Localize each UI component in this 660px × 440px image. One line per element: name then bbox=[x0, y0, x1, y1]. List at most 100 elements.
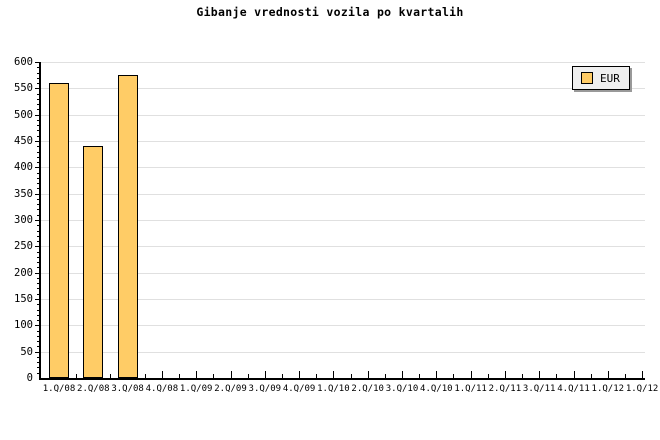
y-axis-tick bbox=[35, 167, 40, 169]
y-axis-tick bbox=[37, 135, 40, 137]
y-axis-tick-label: 350 bbox=[14, 187, 33, 200]
y-axis-tick bbox=[35, 141, 40, 142]
x-axis-tick-label: 4.Q/10 bbox=[420, 384, 453, 394]
x-axis-tick bbox=[470, 371, 472, 378]
y-axis-tick-label: 300 bbox=[14, 214, 33, 226]
legend-swatch-icon bbox=[581, 72, 593, 84]
y-axis-tick bbox=[37, 225, 40, 227]
y-axis-tick-label: 400 bbox=[14, 161, 33, 174]
y-axis-tick-label: 0 bbox=[26, 372, 33, 384]
y-axis-tick-label: 50 bbox=[20, 345, 33, 358]
x-axis-tick bbox=[556, 374, 558, 378]
x-axis-tick-label: 1.Q/09 bbox=[179, 384, 213, 394]
x-axis-tick-label: 1.Q/10 bbox=[317, 384, 350, 394]
y-axis-tick bbox=[37, 119, 40, 121]
y-axis-tick bbox=[35, 246, 40, 248]
y-axis-tick bbox=[37, 256, 40, 258]
y-axis-tick bbox=[37, 130, 40, 132]
x-axis-tick bbox=[487, 374, 489, 378]
x-axis-tick-label: 4.Q/08 bbox=[145, 384, 179, 394]
y-axis-tick bbox=[37, 314, 40, 316]
y-axis-tick bbox=[37, 146, 40, 148]
x-axis-tick bbox=[384, 374, 386, 378]
y-axis-tick bbox=[37, 77, 40, 79]
y-axis-tick bbox=[37, 293, 40, 295]
y-axis-tick bbox=[37, 183, 40, 185]
x-axis-tick-label: 3.Q/10 bbox=[385, 384, 419, 394]
y-axis-tick bbox=[37, 241, 40, 243]
gridline bbox=[41, 272, 645, 274]
x-axis-tick bbox=[247, 374, 249, 378]
x-axis-tick-label: 4.Q/11 bbox=[557, 384, 590, 394]
x-axis-tick bbox=[110, 374, 112, 378]
y-axis-tick bbox=[37, 214, 40, 216]
chart-title: Gibanje vrednosti vozila po kvartalih bbox=[196, 5, 464, 19]
bar bbox=[49, 83, 69, 378]
y-axis-tick bbox=[37, 230, 40, 232]
x-axis-tick bbox=[573, 371, 575, 378]
gridline bbox=[41, 88, 645, 90]
x-axis-tick-label: 3.Q/11 bbox=[522, 384, 556, 394]
x-axis-tick bbox=[281, 374, 283, 378]
gridline bbox=[41, 193, 645, 195]
y-axis-tick bbox=[37, 267, 40, 269]
y-axis-tick bbox=[35, 325, 40, 327]
y-axis-line bbox=[39, 62, 41, 380]
y-axis-tick bbox=[35, 62, 40, 63]
gridline bbox=[41, 167, 645, 169]
y-axis-tick bbox=[37, 341, 40, 343]
y-axis-tick-label: 250 bbox=[14, 240, 33, 253]
x-axis-tick bbox=[367, 371, 369, 378]
x-axis-tick bbox=[76, 374, 78, 378]
x-axis-tick-label: 1.Q/08 bbox=[42, 384, 76, 394]
x-axis-tick-label: 2.Q/09 bbox=[214, 384, 247, 394]
y-axis-tick bbox=[37, 98, 40, 100]
y-axis-tick-label: 500 bbox=[14, 108, 33, 121]
y-axis-tick-label: 450 bbox=[14, 135, 33, 147]
y-axis-tick bbox=[37, 109, 40, 111]
x-axis-tick-label: 1.Q/12 bbox=[591, 384, 625, 394]
y-axis-tick bbox=[37, 209, 40, 211]
legend-label: EUR bbox=[600, 71, 620, 85]
y-axis-tick bbox=[35, 88, 40, 90]
x-axis-line bbox=[39, 378, 645, 380]
y-axis-tick bbox=[37, 330, 40, 332]
x-axis-tick bbox=[144, 374, 146, 378]
x-axis-tick-label: 2.Q/11 bbox=[488, 384, 522, 394]
y-axis-tick bbox=[37, 283, 40, 285]
x-axis-tick bbox=[607, 371, 609, 378]
y-axis-tick-label: 600 bbox=[14, 56, 33, 68]
gridline bbox=[41, 299, 645, 300]
x-axis-tick bbox=[504, 371, 506, 378]
y-axis-tick bbox=[37, 372, 40, 374]
y-axis-tick bbox=[37, 93, 40, 95]
bar bbox=[83, 146, 104, 378]
x-axis-tick bbox=[161, 371, 163, 378]
x-axis-tick-label: 2.Q/08 bbox=[77, 384, 110, 394]
y-axis-tick bbox=[37, 362, 40, 364]
y-axis-tick bbox=[37, 198, 40, 200]
y-axis-tick bbox=[37, 288, 40, 290]
y-axis-tick bbox=[37, 177, 40, 179]
x-axis-tick bbox=[179, 374, 181, 378]
y-axis-tick bbox=[37, 335, 40, 337]
x-axis-tick bbox=[316, 374, 318, 378]
gridline bbox=[41, 220, 645, 221]
y-axis-tick bbox=[35, 114, 40, 116]
x-axis-tick bbox=[402, 371, 403, 378]
y-axis-tick bbox=[35, 299, 40, 300]
gridline bbox=[41, 114, 645, 116]
y-axis-tick bbox=[37, 156, 40, 158]
y-axis-tick bbox=[35, 351, 40, 353]
y-axis-tick bbox=[37, 172, 40, 174]
y-axis-tick bbox=[37, 356, 40, 358]
y-axis-tick bbox=[37, 346, 40, 348]
x-axis-tick bbox=[213, 374, 215, 378]
x-axis-tick-label: 3.Q/08 bbox=[111, 384, 144, 394]
y-axis-tick bbox=[35, 220, 40, 221]
y-axis-tick bbox=[37, 277, 40, 279]
gridline bbox=[41, 141, 645, 142]
y-axis-tick-label: 550 bbox=[14, 82, 33, 95]
